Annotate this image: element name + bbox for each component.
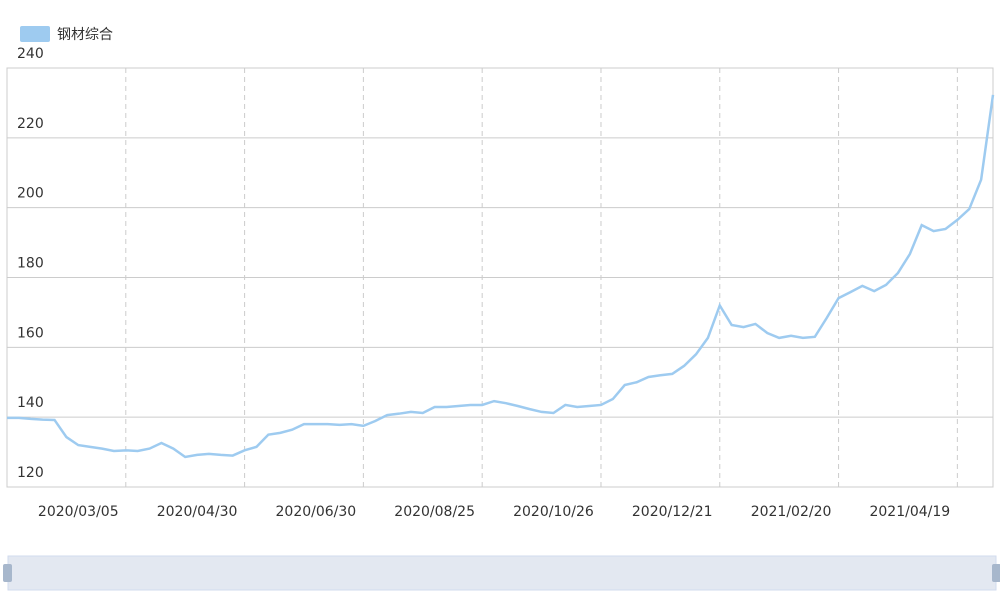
x-tick-label: 2020/12/21	[632, 504, 713, 520]
x-tick-label: 2021/04/19	[869, 504, 950, 520]
x-tick-label: 2020/06/30	[276, 504, 357, 520]
legend-swatch	[20, 26, 50, 42]
x-tick-label: 2020/10/26	[513, 504, 594, 520]
y-tick-label: 140	[17, 395, 44, 411]
zoom-track	[7, 555, 997, 591]
legend-label: 钢材综合	[57, 27, 113, 43]
x-tick-label: 2020/04/30	[157, 504, 238, 520]
y-tick-label: 180	[17, 256, 44, 272]
x-tick-label: 2020/03/05	[38, 504, 119, 520]
x-tick-label: 2020/08/25	[394, 504, 475, 520]
y-tick-label: 160	[17, 325, 44, 341]
y-tick-label: 220	[17, 116, 44, 132]
y-tick-label: 200	[17, 186, 44, 202]
x-tick-label: 2021/02/20	[751, 504, 832, 520]
data-zoom[interactable]	[3, 555, 1000, 591]
y-tick-label: 120	[17, 465, 44, 481]
y-tick-label: 240	[17, 46, 44, 62]
zoom-handle[interactable]	[992, 564, 1000, 582]
zoom-handle[interactable]	[3, 564, 12, 582]
line	[7, 94, 995, 459]
